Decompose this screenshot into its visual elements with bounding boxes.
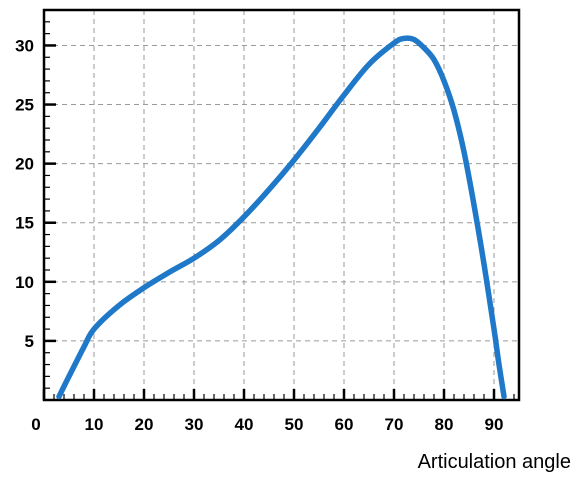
y-tick-label: 25 [15,96,34,115]
y-axis: 5 10 15 20 25 30 [15,22,56,388]
plot-frame [44,10,519,400]
y-tick-label: 15 [15,214,34,233]
y-tick-label: 5 [25,332,34,351]
x-tick-label: 30 [185,415,204,434]
x-tick-label: 50 [285,415,304,434]
x-tick-label: 80 [435,415,454,434]
y-tick-label: 20 [15,155,34,174]
x-tick-label: 20 [135,415,154,434]
grid [44,10,519,400]
y-tick-label: 10 [15,273,34,292]
x-tick-label: 60 [335,415,354,434]
x-tick-label: 70 [385,415,404,434]
x-axis: 0 10 20 30 40 50 60 70 80 90 [31,389,514,434]
series-line [59,38,504,396]
x-tick-label: 90 [485,415,504,434]
x-tick-label: 0 [31,415,40,434]
x-axis-label: Articulation angle [418,451,571,473]
x-tick-label: 40 [235,415,254,434]
x-tick-label: 10 [85,415,104,434]
y-tick-label: 30 [15,36,34,55]
